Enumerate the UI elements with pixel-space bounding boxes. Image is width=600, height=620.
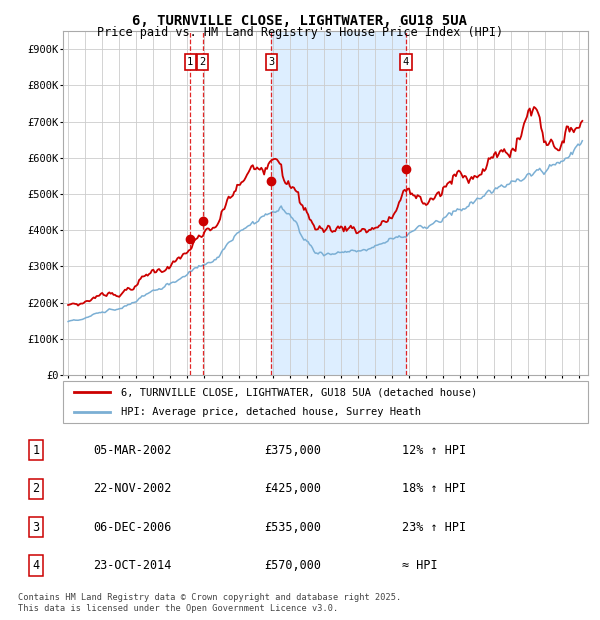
Text: 1: 1 xyxy=(187,57,193,67)
Text: 22-NOV-2002: 22-NOV-2002 xyxy=(93,482,172,495)
Text: £535,000: £535,000 xyxy=(264,521,321,534)
Text: 23% ↑ HPI: 23% ↑ HPI xyxy=(402,521,466,534)
Text: 3: 3 xyxy=(32,521,40,534)
Text: 18% ↑ HPI: 18% ↑ HPI xyxy=(402,482,466,495)
Text: 06-DEC-2006: 06-DEC-2006 xyxy=(93,521,172,534)
Bar xyxy=(271,31,406,375)
Text: 4: 4 xyxy=(403,57,409,67)
Text: 2: 2 xyxy=(199,57,206,67)
Text: 3: 3 xyxy=(268,57,274,67)
Text: 6, TURNVILLE CLOSE, LIGHTWATER, GU18 5UA (detached house): 6, TURNVILLE CLOSE, LIGHTWATER, GU18 5UA… xyxy=(121,388,477,397)
Text: HPI: Average price, detached house, Surrey Heath: HPI: Average price, detached house, Surr… xyxy=(121,407,421,417)
Text: 1: 1 xyxy=(32,444,40,457)
FancyBboxPatch shape xyxy=(63,381,588,423)
Text: 4: 4 xyxy=(32,559,40,572)
Text: 23-OCT-2014: 23-OCT-2014 xyxy=(93,559,172,572)
Text: ≈ HPI: ≈ HPI xyxy=(402,559,437,572)
Text: 6, TURNVILLE CLOSE, LIGHTWATER, GU18 5UA: 6, TURNVILLE CLOSE, LIGHTWATER, GU18 5UA xyxy=(133,14,467,28)
Text: 05-MAR-2002: 05-MAR-2002 xyxy=(93,444,172,457)
Text: Contains HM Land Registry data © Crown copyright and database right 2025.
This d: Contains HM Land Registry data © Crown c… xyxy=(18,593,401,613)
Text: 2: 2 xyxy=(32,482,40,495)
Text: £425,000: £425,000 xyxy=(264,482,321,495)
Text: £570,000: £570,000 xyxy=(264,559,321,572)
Text: £375,000: £375,000 xyxy=(264,444,321,457)
Text: Price paid vs. HM Land Registry's House Price Index (HPI): Price paid vs. HM Land Registry's House … xyxy=(97,26,503,39)
Text: 12% ↑ HPI: 12% ↑ HPI xyxy=(402,444,466,457)
